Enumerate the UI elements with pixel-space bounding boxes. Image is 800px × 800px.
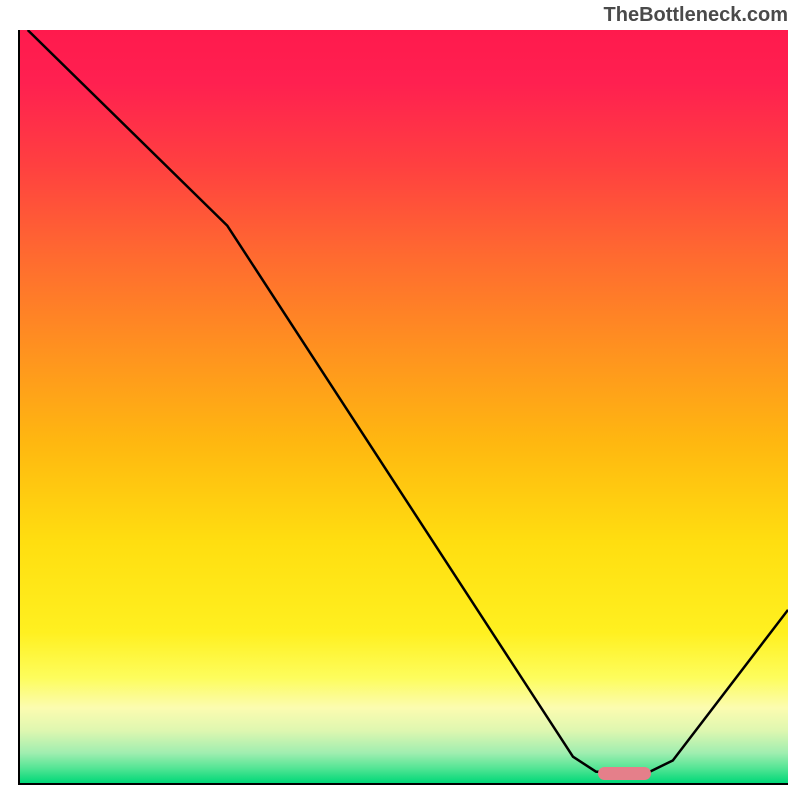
score-marker — [598, 767, 652, 781]
watermark-text: TheBottleneck.com — [604, 4, 788, 27]
chart-curve — [20, 30, 788, 783]
bottleneck-chart — [18, 30, 788, 785]
